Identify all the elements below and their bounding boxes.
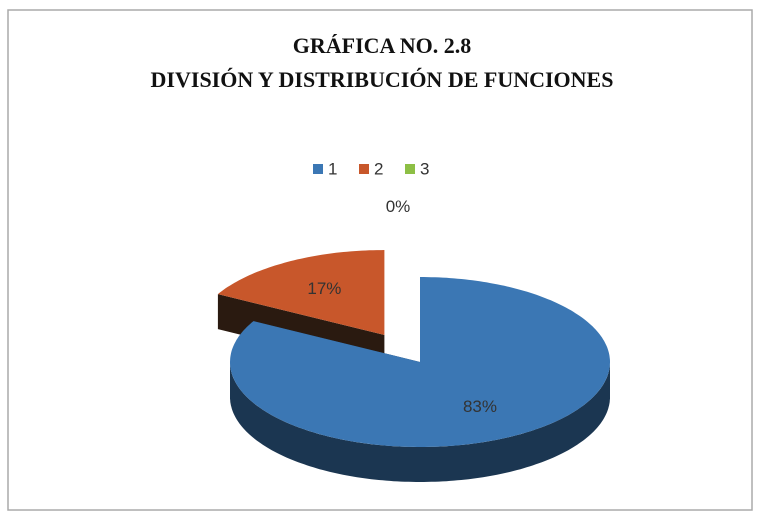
legend-label: 2: [374, 159, 383, 178]
data-label: 0%: [386, 197, 411, 216]
chart-title: GRÁFICA NO. 2.8: [293, 33, 471, 58]
legend-swatch: [405, 164, 415, 174]
data-label: 83%: [463, 397, 497, 416]
legend-swatch: [313, 164, 323, 174]
legend-swatch: [359, 164, 369, 174]
chart-subtitle: DIVISIÓN Y DISTRIBUCIÓN DE FUNCIONES: [151, 67, 614, 92]
legend-label: 1: [328, 159, 337, 178]
data-label: 17%: [307, 279, 341, 298]
legend-label: 3: [420, 159, 429, 178]
slice: [217, 250, 385, 335]
slice-side: [230, 362, 610, 482]
slice: [230, 277, 610, 447]
